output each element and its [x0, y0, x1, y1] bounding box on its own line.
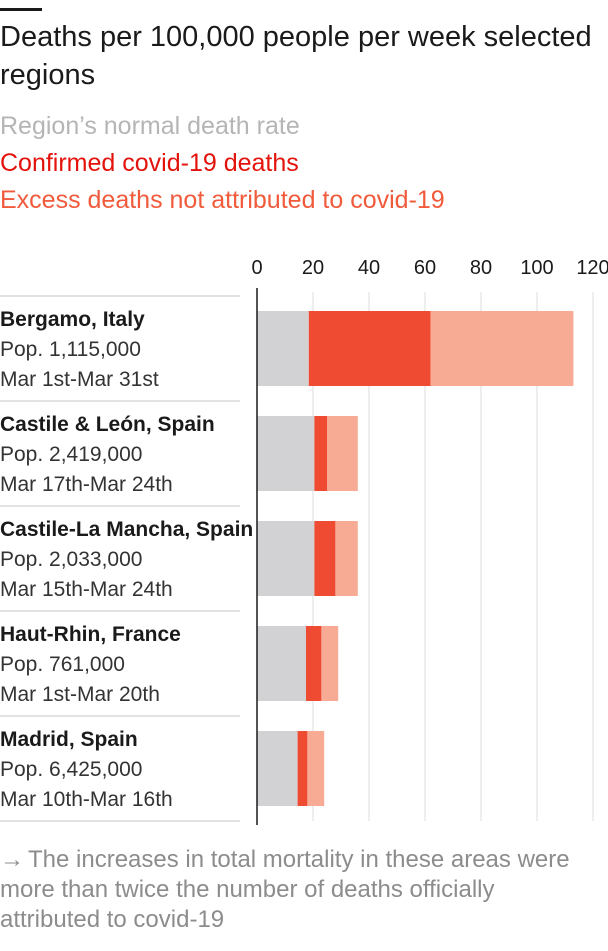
legend-item-normal: Region’s normal death rate — [0, 112, 300, 140]
bar-region-s-normal-death-rate-haut-rhin-france — [257, 626, 306, 701]
bar-excess-deaths-not-attributed-to-covid-19-castile-la-mancha-spain — [335, 521, 358, 596]
region-name-label: Castile & León, Spain — [0, 413, 215, 436]
bar-region-s-normal-death-rate-castile-le-n-spain — [257, 416, 315, 491]
x-tick-label: 20 — [302, 257, 324, 279]
bar-region-s-normal-death-rate-castile-la-mancha-spain — [257, 521, 315, 596]
region-name-label: Castile-La Mancha, Spain — [0, 518, 253, 541]
arrow-icon: → — [0, 846, 24, 873]
region-name-label: Bergamo, Italy — [0, 308, 145, 331]
header-rule — [0, 8, 42, 11]
bar-excess-deaths-not-attributed-to-covid-19-bergamo-italy — [430, 311, 574, 386]
period-label: Mar 1st-Mar 31st — [0, 368, 159, 391]
population-label: Pop. 6,425,000 — [0, 758, 142, 781]
x-tick-label: 0 — [251, 257, 262, 279]
bar-confirmed-covid-19-deaths-castile-le-n-spain — [314, 416, 327, 491]
bar-excess-deaths-not-attributed-to-covid-19-madrid-spain — [307, 731, 325, 806]
period-label: Mar 1st-Mar 20th — [0, 683, 160, 706]
x-tick-label: 100 — [520, 257, 553, 279]
bar-confirmed-covid-19-deaths-haut-rhin-france — [306, 626, 322, 701]
period-label: Mar 17th-Mar 24th — [0, 473, 173, 496]
bar-excess-deaths-not-attributed-to-covid-19-castile-le-n-spain — [327, 416, 358, 491]
legend-item-excess: Excess deaths not attributed to covid-19 — [0, 186, 445, 214]
bar-confirmed-covid-19-deaths-madrid-spain — [297, 731, 308, 806]
bar-region-s-normal-death-rate-bergamo-italy — [257, 311, 309, 386]
bar-confirmed-covid-19-deaths-castile-la-mancha-spain — [314, 521, 336, 596]
period-label: Mar 10th-Mar 16th — [0, 788, 173, 811]
region-name-label: Haut-Rhin, France — [0, 623, 181, 646]
population-label: Pop. 1,115,000 — [0, 338, 141, 361]
bar-confirmed-covid-19-deaths-bergamo-italy — [308, 311, 431, 386]
period-label: Mar 15th-Mar 24th — [0, 578, 173, 601]
bar-excess-deaths-not-attributed-to-covid-19-haut-rhin-france — [321, 626, 339, 701]
population-label: Pop. 2,419,000 — [0, 443, 142, 466]
footnote-text: The increases in total mortality in thes… — [0, 846, 570, 933]
footnote: → The increases in total mortality in the… — [0, 845, 600, 935]
region-name-label: Madrid, Spain — [0, 728, 138, 751]
stacked-bar-chart: 0 20 40 60 80 100 120 Bergamo, Italy Pop. 1,115,… — [0, 257, 608, 825]
x-tick-label: 60 — [414, 257, 436, 279]
x-tick-label: 40 — [358, 257, 380, 279]
legend-item-covid: Confirmed covid-19 deaths — [0, 149, 299, 177]
x-tick-label: 80 — [470, 257, 492, 279]
legend: Region’s normal death rate Confirmed cov… — [0, 108, 445, 219]
x-tick-label: 120 — [576, 257, 608, 279]
population-label: Pop. 2,033,000 — [0, 548, 142, 571]
bar-region-s-normal-death-rate-madrid-spain — [257, 731, 298, 806]
population-label: Pop. 761,000 — [0, 653, 125, 676]
chart-title: Deaths per 100,000 people per week selec… — [0, 21, 592, 91]
